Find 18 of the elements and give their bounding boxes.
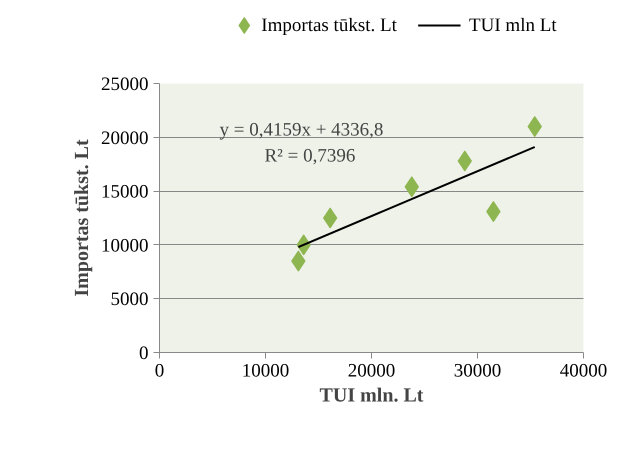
x-tick-label: 10000: [242, 360, 290, 382]
annotation: R² = 0,7396: [264, 146, 356, 166]
x-tick-label: 40000: [560, 360, 608, 382]
legend-label: TUI mln Lt: [469, 15, 558, 36]
annotation: y = 0,4159x + 4336,8: [220, 120, 384, 140]
y-tick-label: 0: [139, 343, 148, 364]
legend-label: Importas tūkst. Lt: [261, 15, 398, 36]
y-tick-label: 15000: [101, 182, 148, 203]
x-tick-label: 0: [154, 360, 164, 382]
y-tick-label: 5000: [110, 289, 148, 310]
x-axis-title: TUI mln. Lt: [320, 384, 424, 406]
y-tick-label: 20000: [101, 128, 148, 149]
y-axis-title: Importas tūkst. Lt: [71, 139, 93, 297]
y-tick-label: 10000: [101, 235, 148, 256]
x-tick-label: 20000: [348, 360, 396, 382]
point: [322, 208, 338, 228]
x-tick-label: 30000: [454, 360, 502, 382]
y-tick-label: 25000: [101, 74, 148, 95]
